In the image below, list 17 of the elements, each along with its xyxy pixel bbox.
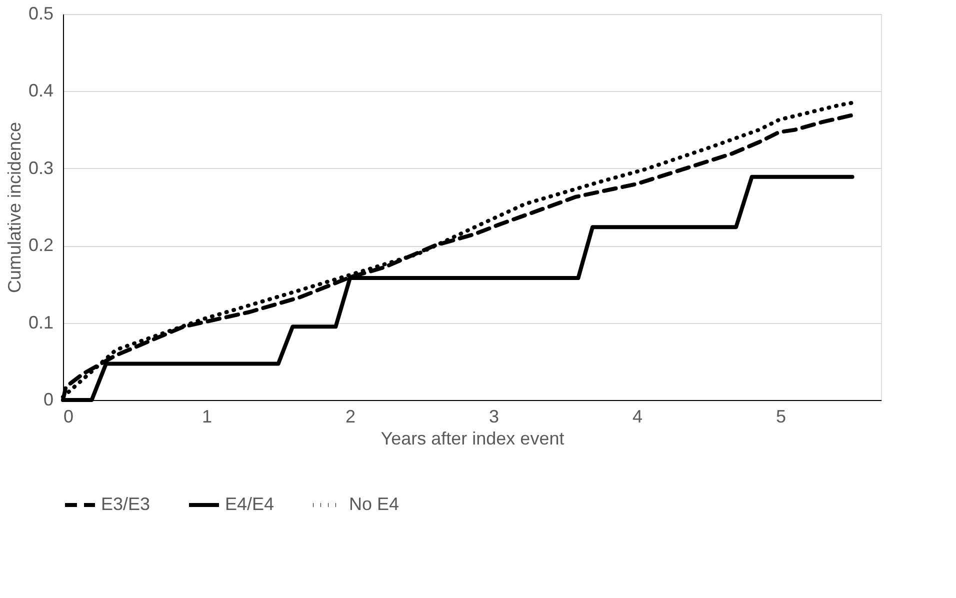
x-tick-label: 2: [346, 406, 356, 426]
y-tick-label: 0.1: [28, 312, 54, 332]
x-tick-label: 3: [489, 406, 500, 426]
x-tick-label: 1: [202, 406, 212, 426]
y-axis-title: Cumulative incidence: [4, 122, 24, 294]
legend-label: No E4: [349, 494, 400, 514]
legend-label: E4/E4: [225, 494, 274, 514]
y-tick-label: 0.4: [28, 80, 54, 101]
x-tick-label: 5: [776, 406, 786, 426]
y-tick-label: 0: [43, 390, 54, 410]
x-axis-title: Years after index event: [380, 428, 564, 448]
y-tick-label: 0.5: [28, 4, 54, 24]
y-tick-label: 0.2: [28, 235, 54, 256]
legend-label: E3/E3: [101, 494, 150, 514]
x-tick-label: 0: [64, 406, 74, 426]
x-tick-label: 4: [632, 406, 643, 426]
y-tick-label: 0.3: [28, 158, 54, 178]
